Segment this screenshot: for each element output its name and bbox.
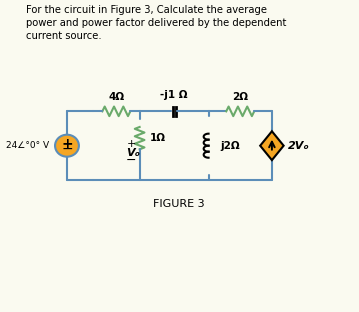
Text: −: − xyxy=(61,142,73,156)
Circle shape xyxy=(55,135,79,157)
Text: Vₒ: Vₒ xyxy=(126,148,140,158)
Text: FIGURE 3: FIGURE 3 xyxy=(153,199,205,209)
Text: +: + xyxy=(61,137,73,151)
Text: −: − xyxy=(126,154,137,167)
Text: 1Ω: 1Ω xyxy=(150,133,166,143)
Text: 24∠°0° V: 24∠°0° V xyxy=(6,141,49,150)
Text: 2Ω: 2Ω xyxy=(232,92,248,102)
Text: For the circuit in Figure 3, Calculate the average
power and power factor delive: For the circuit in Figure 3, Calculate t… xyxy=(26,5,286,41)
Text: 4Ω: 4Ω xyxy=(108,92,125,102)
Text: +: + xyxy=(127,139,136,149)
Text: 2Vₒ: 2Vₒ xyxy=(288,141,310,151)
Polygon shape xyxy=(260,131,284,160)
Text: j2Ω: j2Ω xyxy=(220,141,240,151)
Text: -j1 Ω: -j1 Ω xyxy=(160,90,188,100)
